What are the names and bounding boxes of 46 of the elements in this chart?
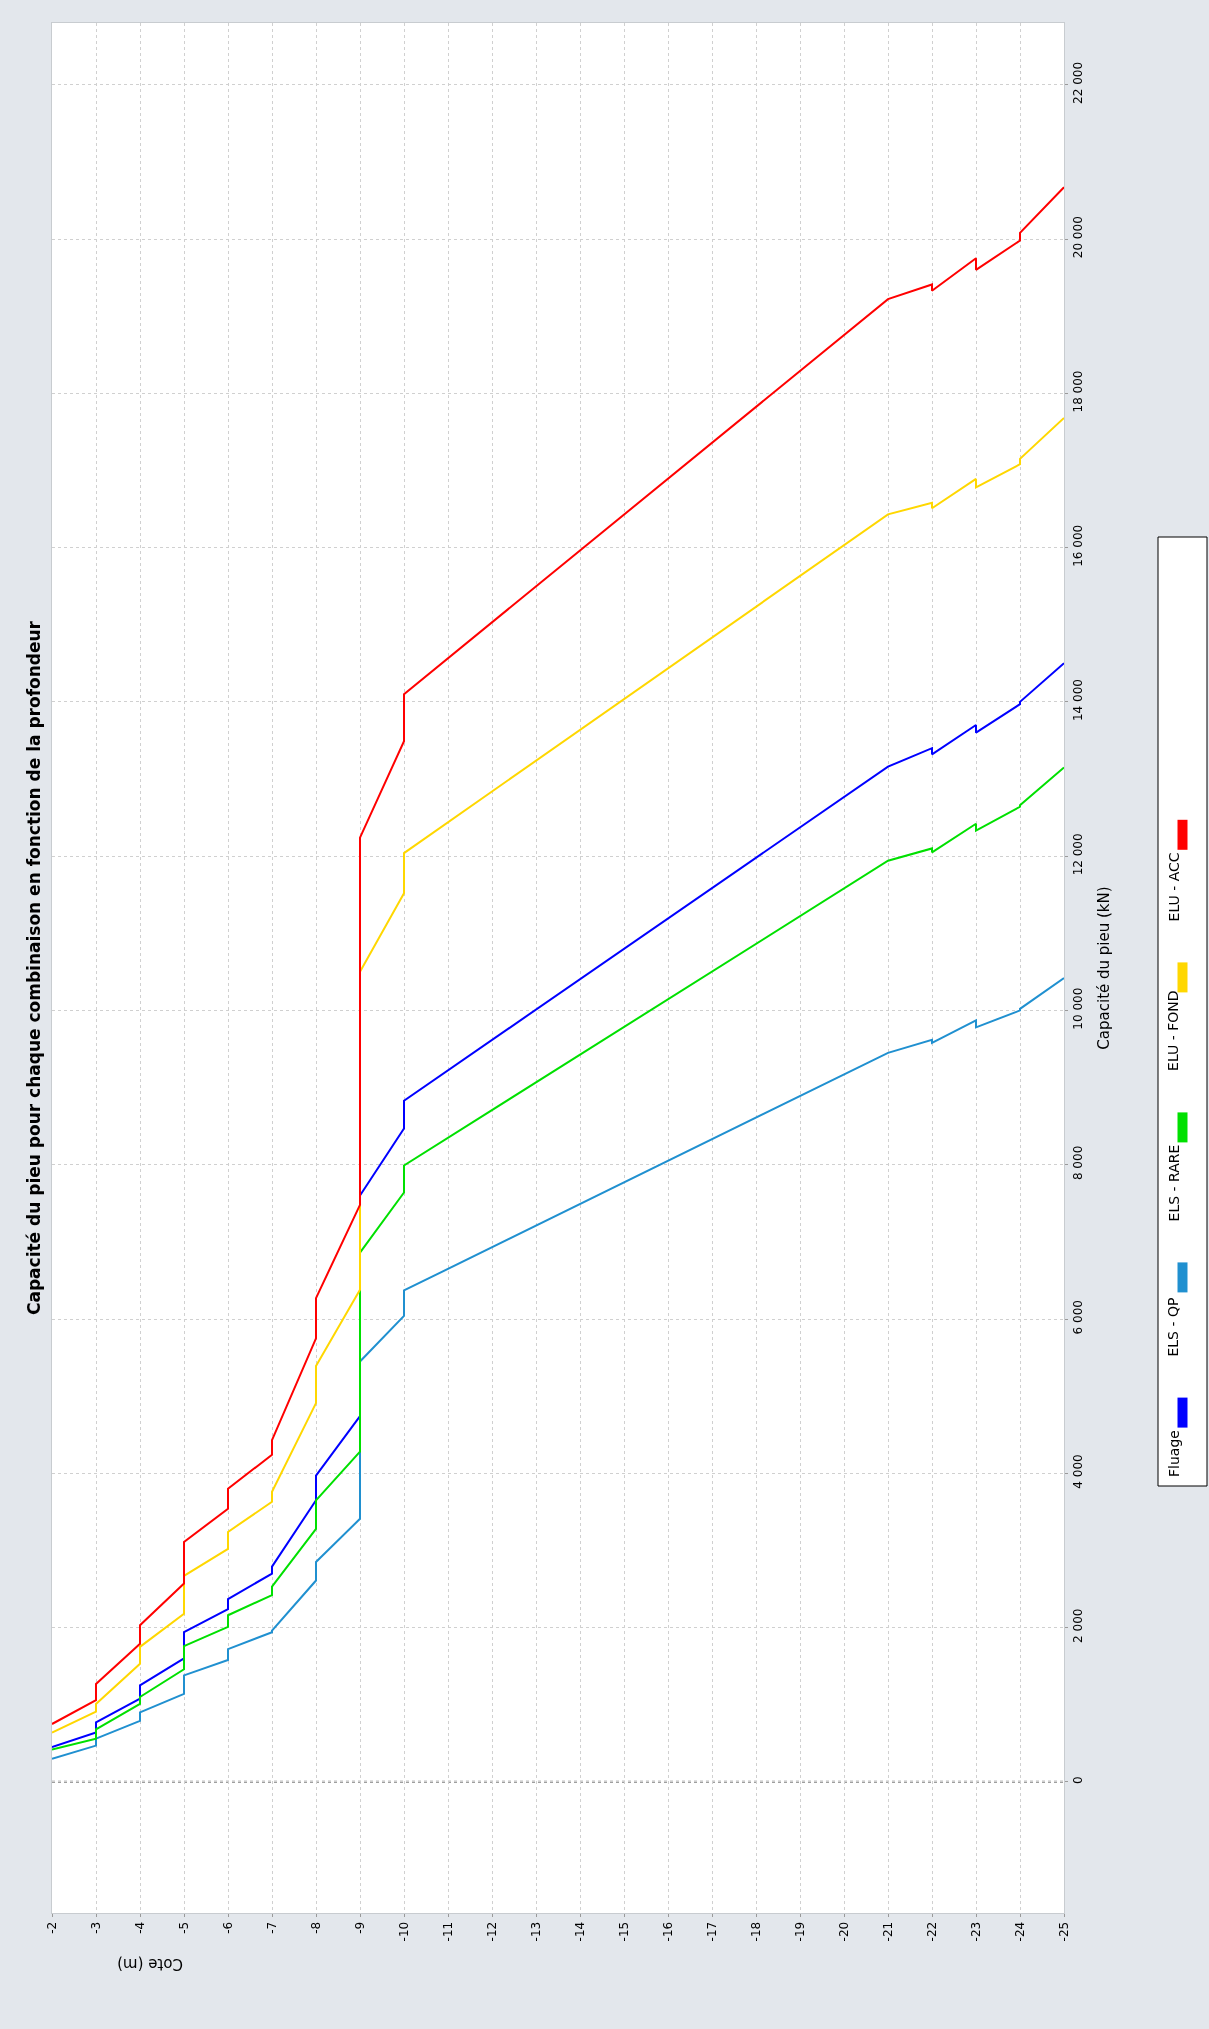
x-tick-label: -10 bbox=[396, 1921, 411, 1942]
x-tick-label: -15 bbox=[616, 1921, 631, 1942]
x-tick-label: -17 bbox=[704, 1921, 719, 1942]
x-tick-label: -20 bbox=[836, 1921, 851, 1942]
x-tick-label: -12 bbox=[484, 1921, 499, 1942]
x-tick-label: -2 bbox=[44, 1921, 59, 1934]
y-tick-label: 14 000 bbox=[1071, 679, 1086, 722]
x-tick-label: -3 bbox=[88, 1921, 103, 1934]
x-tick-label: -25 bbox=[1056, 1921, 1071, 1942]
x-tick-label: -6 bbox=[220, 1921, 235, 1934]
x-tick-label: -21 bbox=[880, 1921, 895, 1942]
x-tick-label: -18 bbox=[748, 1921, 763, 1942]
y-tick-label: 18 000 bbox=[1071, 370, 1086, 413]
y-tick-label: 0 bbox=[1071, 1776, 1086, 1784]
x-tick-label: -7 bbox=[264, 1921, 279, 1934]
y-tick-label: 20 000 bbox=[1071, 216, 1086, 259]
y-axis-title: Capacité du pieu (kN) bbox=[1095, 886, 1114, 1050]
x-tick-label: -23 bbox=[968, 1921, 983, 1942]
x-tick-label: -13 bbox=[528, 1921, 543, 1942]
x-tick-label: -8 bbox=[308, 1921, 323, 1934]
y-tick-label: 10 000 bbox=[1071, 987, 1086, 1030]
x-tick-label: -24 bbox=[1012, 1921, 1027, 1942]
x-axis-title: Cote (m) bbox=[117, 1955, 183, 1973]
text: Capacité du pieu pour chaque combinaison en fonction de la profondeur bbox=[24, 620, 44, 1315]
x-tick-label: -4 bbox=[132, 1921, 147, 1934]
y-tick-label: 22 000 bbox=[1071, 61, 1086, 104]
x-tick-label: -19 bbox=[792, 1921, 807, 1942]
legend-label: ELS - RARE bbox=[1165, 1144, 1182, 1222]
y-tick-label: 16 000 bbox=[1071, 524, 1086, 567]
y-tick-label: 2 000 bbox=[1071, 1608, 1086, 1643]
legend-label: ELU - FOND bbox=[1165, 990, 1182, 1071]
x-tick-label: -9 bbox=[352, 1921, 367, 1934]
x-tick-label: -16 bbox=[660, 1921, 675, 1942]
x-tick-label: -14 bbox=[572, 1921, 587, 1942]
y-tick-label: 6 000 bbox=[1071, 1300, 1086, 1335]
y-tick-label: 12 000 bbox=[1071, 833, 1086, 876]
x-tick-label: -22 bbox=[924, 1921, 939, 1942]
x-tick-label: -5 bbox=[176, 1921, 191, 1934]
y-tick-label: 4 000 bbox=[1071, 1454, 1086, 1489]
line-series bbox=[52, 186, 1064, 1725]
legend-label: ELS - QP bbox=[1165, 1297, 1182, 1357]
x-tick-label: -11 bbox=[440, 1921, 455, 1942]
legend-label: ELU - ACC bbox=[1165, 852, 1182, 922]
line-series bbox=[52, 977, 1064, 1760]
legend-label: Fluage bbox=[1166, 1430, 1182, 1477]
y-tick-label: 8 000 bbox=[1071, 1145, 1086, 1181]
